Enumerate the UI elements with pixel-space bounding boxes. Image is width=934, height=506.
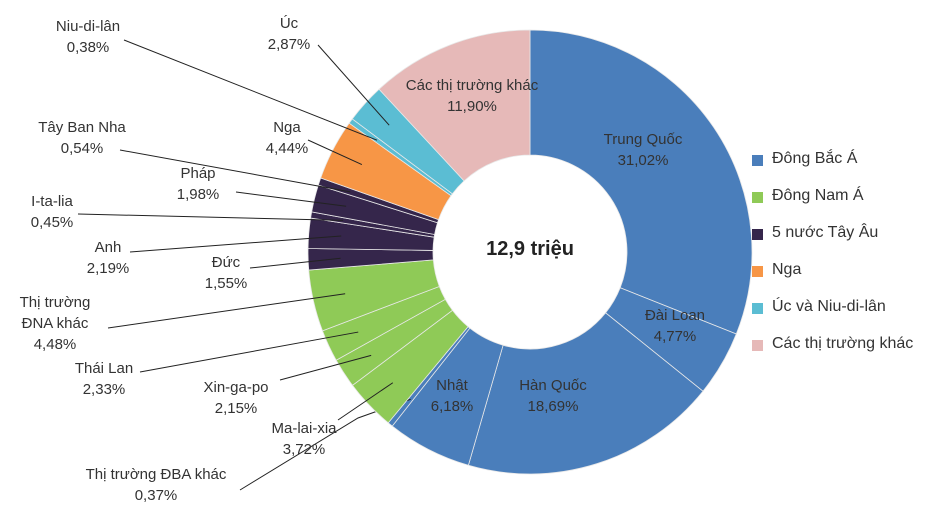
slice-label: Đức 1,55%	[205, 252, 248, 294]
slice-name: Thái Lan	[74, 360, 134, 377]
leader-line	[279, 354, 372, 381]
slice-name: Đức	[211, 254, 241, 271]
slice-value: 0,38%	[66, 39, 110, 56]
legend-swatch	[752, 192, 763, 203]
slice-label: Thị trường ĐBA khác 0,37%	[56, 464, 256, 506]
slice-value: 4,77%	[653, 328, 697, 345]
slice-value: 31,02%	[617, 152, 669, 169]
slice-value: 1,98%	[176, 186, 220, 203]
slice-name: Đài Loan	[644, 307, 706, 324]
slice-label: Xin-ga-po 2,15%	[203, 377, 268, 419]
slice-value: 2,15%	[214, 400, 258, 417]
slice-name: Úc	[279, 15, 299, 32]
slice-value: 6,18%	[430, 398, 474, 415]
slice-value: 2,87%	[267, 36, 311, 53]
leader-line	[77, 213, 344, 221]
slice-name: Trung Quốc	[603, 131, 683, 148]
legend-swatch	[752, 155, 763, 166]
legend-swatch	[752, 303, 763, 314]
center-label: 12,9 triệu	[486, 238, 574, 260]
leader-line	[119, 149, 351, 193]
slice-name: Các thị trường khác	[405, 77, 539, 94]
slice-label: I-ta-lia 0,45%	[31, 191, 74, 233]
slice-value: 4,44%	[265, 140, 309, 157]
donut-slice	[378, 29, 531, 182]
slice-value: 0,37%	[134, 487, 178, 504]
leader-line	[317, 44, 390, 126]
slice-value: 11,90%	[447, 98, 497, 115]
slice-name: Anh	[94, 239, 122, 256]
slice-label: Tây Ban Nha 0,54%	[38, 117, 126, 159]
leader-line	[235, 191, 347, 207]
slice-name: Niu-di-lân	[55, 18, 121, 35]
slice-value: 4,48%	[33, 336, 77, 353]
slice-value: 18,69%	[527, 398, 579, 415]
slice-label: Thị trường ĐNA khác 4,48%	[10, 292, 100, 355]
slice-label: Các thị trường khác 11,90%	[382, 75, 562, 117]
slice-label: Nhật 6,18%	[431, 375, 474, 417]
slice-name: Pháp	[180, 165, 216, 182]
slice-name: Thị trường ĐNA khác	[19, 294, 91, 332]
leader-line	[249, 257, 341, 269]
slice-value: 2,33%	[82, 381, 126, 398]
slice-label: Ma-lai-xia 3,72%	[271, 418, 336, 460]
slice-name: Nga	[273, 119, 301, 136]
leader-line	[123, 39, 378, 141]
donut-slice	[467, 312, 704, 475]
leader-line	[139, 331, 359, 373]
slice-name: Thị trường ĐBA khác	[85, 466, 227, 483]
leader-line	[107, 293, 346, 329]
leader-line	[307, 139, 363, 166]
slice-label: Úc 2,87%	[268, 13, 311, 55]
slice-label: Nga 4,44%	[266, 117, 309, 159]
slice-label: Pháp 1,98%	[177, 163, 220, 205]
legend-label: Nga	[772, 261, 802, 278]
slice-label: Thái Lan 2,33%	[75, 358, 133, 400]
leader-line	[129, 235, 342, 253]
slice-value: 1,55%	[204, 275, 248, 292]
slice-name: Nhật	[436, 377, 468, 394]
slice-label: Đài Loan 4,77%	[645, 305, 705, 347]
slice-name: Ma-lai-xia	[271, 420, 337, 437]
slice-label: Hàn Quốc 18,69%	[519, 375, 587, 417]
slice-label: Niu-di-lân 0,38%	[56, 16, 120, 58]
donut-slice	[529, 29, 753, 335]
slice-name: I-ta-lia	[31, 193, 73, 210]
legend-label: 5 nước Tây Âu	[772, 224, 879, 241]
legend-label: Đông Nam Á	[772, 187, 864, 204]
slice-value: 3,72%	[282, 441, 326, 458]
slice-name: Tây Ban Nha	[38, 119, 126, 136]
slice-label: Trung Quốc 31,02%	[604, 129, 683, 171]
leader-line	[337, 382, 394, 421]
legend-swatch	[752, 266, 763, 277]
legend-swatch	[752, 340, 763, 351]
slice-value: 2,19%	[86, 260, 130, 277]
legend-swatch	[752, 229, 763, 240]
slice-name: Hàn Quốc	[519, 377, 587, 394]
slice-name: Xin-ga-po	[203, 379, 269, 396]
legend-label: Các thị trường khác	[772, 335, 914, 352]
slice-value: 0,45%	[30, 214, 74, 231]
slice-value: 0,54%	[60, 140, 104, 157]
legend-label: Úc và Niu-di-lân	[772, 298, 886, 315]
legend-label: Đông Bắc Á	[772, 150, 858, 167]
slice-label: Anh 2,19%	[87, 237, 130, 279]
